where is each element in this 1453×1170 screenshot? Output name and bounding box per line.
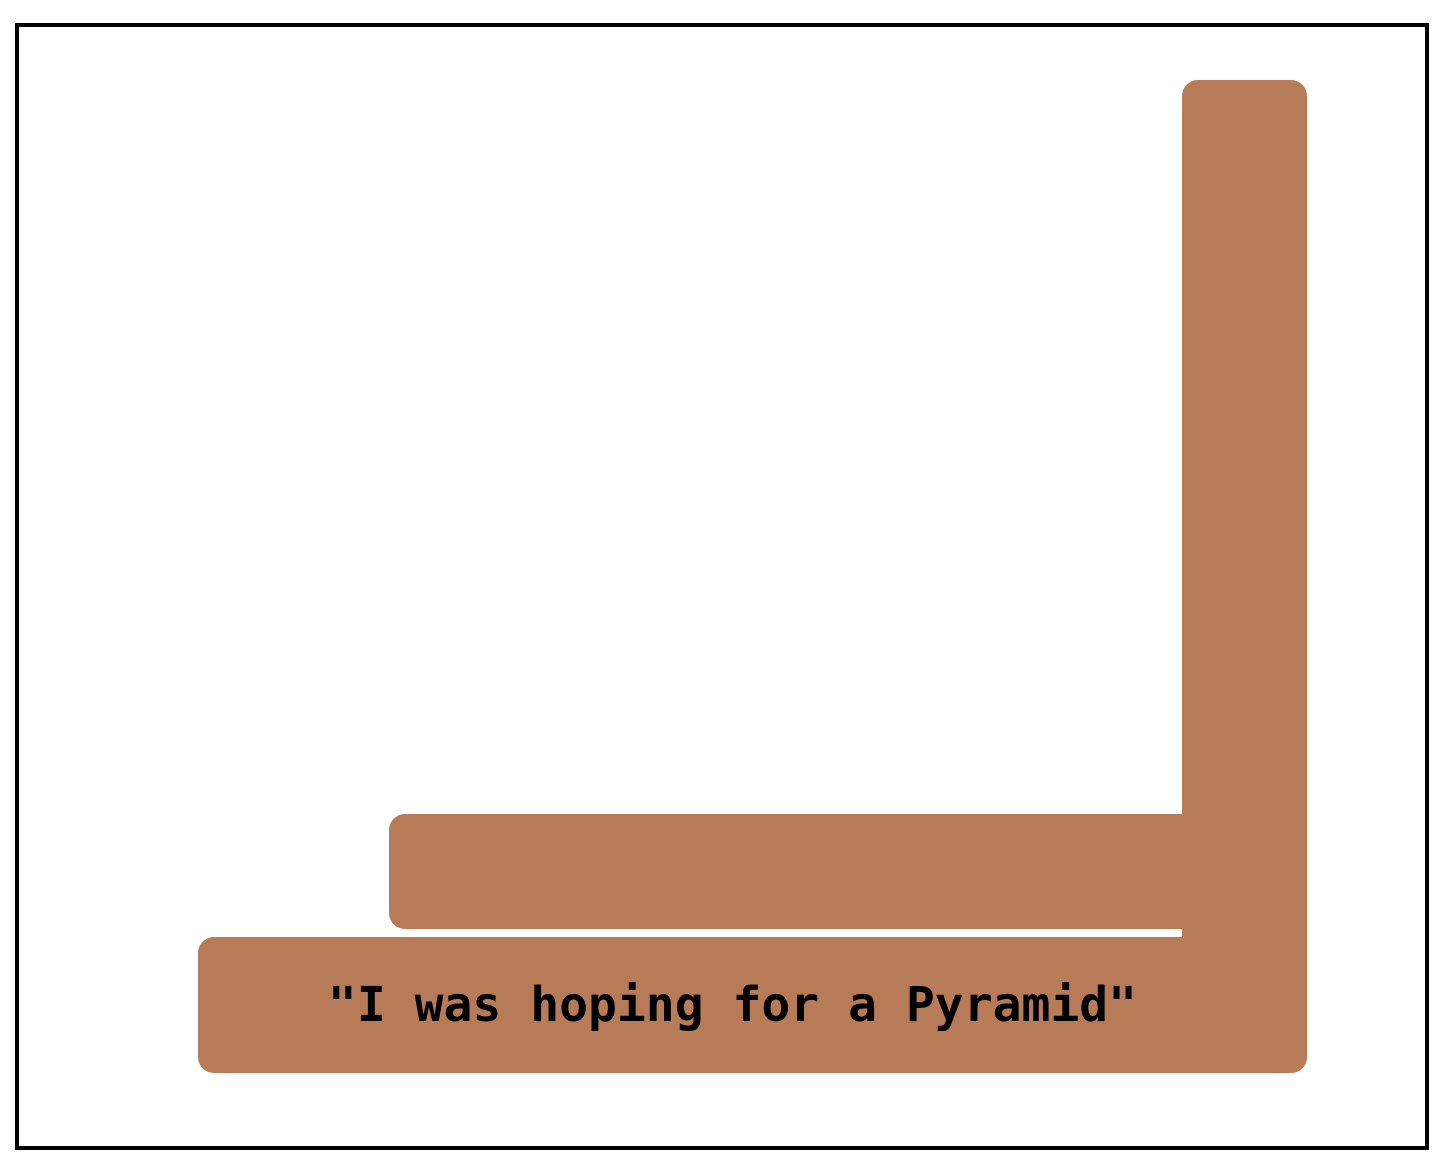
caption-text: "I was hoping for a Pyramid" <box>327 977 1138 1033</box>
middle-horizontal-block <box>389 814 1307 929</box>
bottom-horizontal-block: "I was hoping for a Pyramid" <box>198 937 1307 1073</box>
block-join <box>1182 929 1307 937</box>
